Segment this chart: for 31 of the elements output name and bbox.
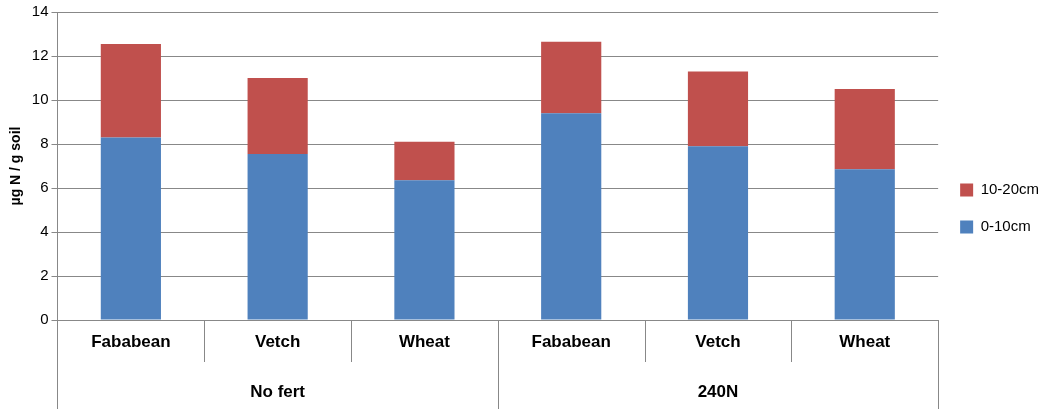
bar [541, 41, 602, 114]
y-tick-label: 8 [40, 134, 49, 152]
y-tick-label: 10 [31, 90, 49, 108]
x-tick-label: Wheat [839, 331, 891, 351]
y-tick-label: 12 [31, 46, 49, 64]
x-tick-label: Vetch [254, 331, 301, 351]
y-tick-label: 0 [40, 310, 49, 328]
x-tick-label: Fababean [91, 331, 171, 351]
text: No fert [250, 381, 306, 401]
text: 240N [697, 381, 739, 401]
bar [247, 153, 308, 320]
y-tick-label: 4 [40, 222, 49, 240]
bar [834, 89, 895, 170]
bar [394, 180, 455, 320]
y-tick-label: 2 [40, 266, 49, 284]
x-tick-label: Wheat [398, 331, 451, 351]
legend-label: 0-10cm [980, 217, 1031, 235]
x-tick-label: Fababean [531, 331, 611, 351]
bar [687, 71, 749, 147]
bar [247, 78, 308, 154]
y-tick-label: 6 [40, 178, 49, 196]
bar [100, 43, 161, 138]
legend-label: 10-20cm [980, 180, 1039, 198]
y-tick-label: 14 [31, 2, 49, 20]
bar [100, 137, 161, 320]
bar [541, 113, 602, 320]
bar [394, 141, 455, 181]
bar [834, 169, 895, 320]
x-tick-label: Vetch [695, 331, 741, 351]
y-axis-title: µg N / g soil [7, 126, 24, 206]
bar [687, 146, 749, 320]
